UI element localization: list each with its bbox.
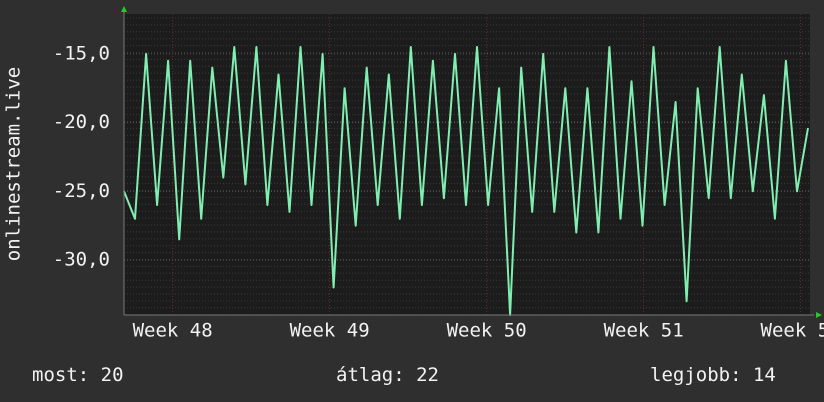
stat-label: átlag: bbox=[336, 364, 405, 386]
y-axis-label: onlinestream.live bbox=[3, 67, 25, 261]
x-tick-label: Week 50 bbox=[447, 320, 527, 342]
x-tick-label: Week 52 bbox=[761, 320, 824, 342]
stat-value: 22 bbox=[416, 364, 439, 386]
y-tick-label: -30,0 bbox=[53, 249, 110, 271]
stat: most: 20 bbox=[32, 364, 124, 386]
axis-arrow bbox=[816, 312, 822, 318]
x-tick-label: Week 48 bbox=[133, 320, 213, 342]
y-tick-label: -25,0 bbox=[53, 180, 110, 202]
stat-value: 20 bbox=[101, 364, 124, 386]
x-tick-label: Week 51 bbox=[604, 320, 684, 342]
y-tick-label: -20,0 bbox=[53, 111, 110, 133]
data-line bbox=[123, 46, 809, 316]
plot-area bbox=[124, 14, 810, 315]
axis-arrow bbox=[121, 6, 127, 12]
stat-value: 14 bbox=[753, 364, 776, 386]
stat: átlag: 22 bbox=[336, 364, 439, 386]
stat-label: most: bbox=[32, 364, 89, 386]
stat: legjobb: 14 bbox=[650, 364, 776, 386]
x-tick-label: Week 49 bbox=[290, 320, 370, 342]
y-tick-label: -15,0 bbox=[53, 42, 110, 64]
stat-label: legjobb: bbox=[650, 364, 742, 386]
